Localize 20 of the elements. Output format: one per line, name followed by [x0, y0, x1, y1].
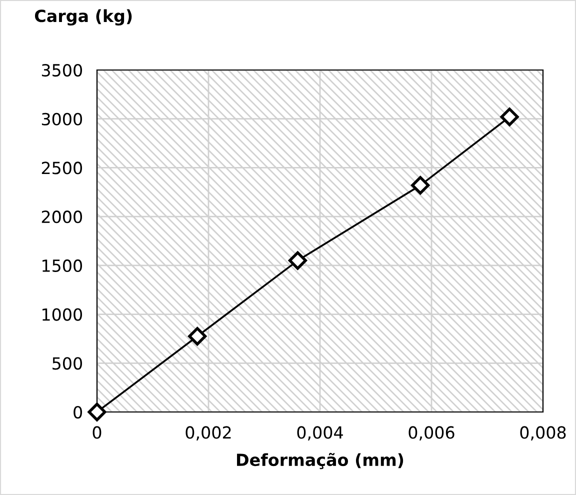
- y-tick-label: 3500: [42, 64, 82, 77]
- x-tick-label: 0,006: [408, 426, 454, 440]
- y-tick-label: 2000: [42, 210, 82, 224]
- x-tick-label: 0,004: [297, 426, 343, 440]
- point: [88, 402, 106, 422]
- x-tick-label: 0: [92, 426, 102, 439]
- y-tick-label: 3000: [42, 112, 82, 126]
- point: [188, 327, 207, 346]
- y-tick-label: 0: [74, 406, 82, 419]
- x-tick-label: 0,008: [520, 426, 566, 440]
- point: [288, 251, 307, 270]
- y-axis-title: Carga (kg): [34, 9, 132, 26]
- y-tick-label: 1000: [42, 308, 82, 321]
- x-axis-title: Deformação (mm): [237, 452, 404, 470]
- point: [500, 108, 519, 126]
- y-tick-label: 1500: [42, 259, 82, 272]
- y-tick-label: 2500: [42, 162, 82, 174]
- x-tick-label: 0,002: [186, 426, 231, 440]
- y-tick-label: 500: [52, 357, 82, 370]
- point: [411, 176, 430, 195]
